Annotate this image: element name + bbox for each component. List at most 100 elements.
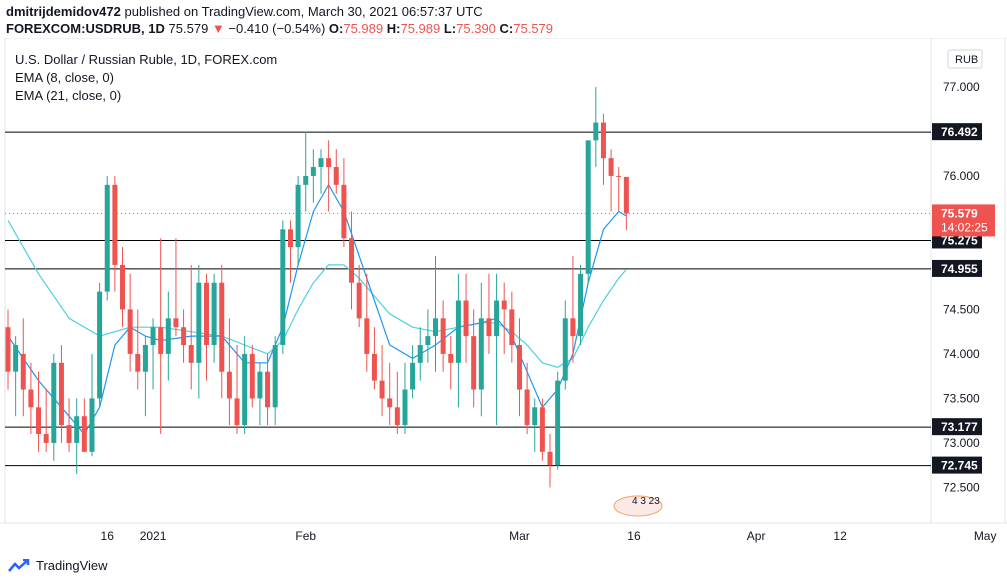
candle (486, 273, 492, 354)
candle (608, 149, 614, 212)
candlestick-chart[interactable]: 72.50073.00073.50074.00074.50075.00075.5… (0, 38, 1007, 553)
candle-body (410, 362, 416, 390)
candle-body (127, 309, 133, 354)
candle (120, 247, 126, 328)
candle-body (310, 167, 316, 176)
high-value: 75.989 (400, 21, 441, 36)
candle-body (158, 327, 164, 354)
candle (58, 345, 64, 443)
candle-body (303, 175, 309, 185)
candle (272, 336, 278, 426)
candle-body (371, 353, 377, 381)
level-tag (932, 418, 982, 436)
level-tag (932, 259, 982, 277)
candle (585, 140, 591, 283)
candle-body (440, 318, 446, 354)
tradingview-logo-icon (8, 558, 30, 572)
candle-body (585, 140, 591, 274)
candle-body (356, 282, 362, 319)
candle (188, 264, 194, 390)
candle-body (89, 398, 95, 452)
candle-body (623, 176, 629, 214)
candle-body (265, 371, 271, 408)
candle (349, 211, 355, 310)
candle (51, 353, 57, 461)
tradingview-brand: TradingView (36, 558, 108, 573)
candle-body (455, 300, 461, 363)
currency-label: RUB (955, 54, 978, 66)
candle (158, 238, 164, 435)
candle-body (448, 353, 454, 363)
candle-body (28, 389, 34, 408)
chart-area[interactable]: 72.50073.00073.50074.00074.50075.00075.5… (0, 38, 1007, 553)
candle-body (219, 282, 225, 372)
x-tick-label: 16 (627, 529, 641, 543)
candle-body (36, 407, 42, 435)
x-tick-label: Feb (295, 529, 316, 543)
legend-ema8[interactable]: EMA (8, close, 0) (15, 70, 114, 85)
candle-body (570, 318, 576, 337)
level-tag-label: 72.745 (941, 459, 978, 473)
candle-body (417, 345, 423, 363)
publish-info: dmitrijdemidov472 published on TradingVi… (6, 4, 483, 19)
candle (13, 336, 19, 417)
candle (364, 273, 370, 372)
candle-body (471, 336, 477, 390)
candle-body (43, 434, 49, 443)
low-label: L: (443, 21, 457, 36)
candle (417, 327, 423, 381)
candle (257, 362, 263, 426)
candle (242, 336, 248, 435)
candle (448, 336, 454, 390)
candle-body (226, 371, 232, 399)
candle (516, 318, 522, 417)
candle (318, 149, 324, 194)
candle-body (234, 398, 240, 426)
candle-body (433, 318, 439, 337)
level-tag-label: 76.492 (941, 125, 978, 139)
candle-body (20, 353, 26, 390)
candle (387, 362, 393, 426)
candle (494, 273, 500, 426)
candle-body (532, 407, 538, 426)
candle (478, 282, 484, 417)
x-tick-label: 16 (101, 529, 115, 543)
candle (43, 389, 49, 452)
y-tick-label: 76.000 (943, 169, 980, 183)
candle (593, 86, 599, 168)
candle-body (379, 380, 385, 399)
candle (509, 291, 515, 363)
candle-body (112, 184, 118, 265)
tradingview-footer[interactable]: TradingView (8, 558, 108, 573)
candle-body (333, 167, 339, 185)
candle-body (203, 282, 209, 346)
x-tick-label: Apr (747, 529, 766, 543)
author-name[interactable]: dmitrijdemidov472 (6, 4, 121, 19)
y-tick-label: 72.500 (943, 480, 980, 494)
candle-body (318, 158, 324, 168)
candle-body (516, 345, 522, 390)
candle (524, 362, 530, 435)
candle (135, 309, 141, 390)
level-tag-label: 75.275 (941, 233, 978, 247)
candle (539, 398, 545, 461)
candle (501, 282, 507, 354)
candle (219, 264, 225, 399)
candle-body (326, 158, 332, 168)
candle-body (402, 389, 408, 426)
candle (280, 220, 286, 354)
candle (81, 398, 87, 452)
candle (616, 167, 622, 212)
candle (341, 158, 347, 248)
candle-body (478, 318, 484, 390)
candle (402, 362, 408, 435)
plot-frame (4, 38, 932, 524)
candle (433, 256, 439, 372)
candle-body (593, 122, 599, 141)
candle (104, 175, 110, 301)
candle-body (364, 318, 370, 354)
y-tick-label: 74.000 (943, 347, 980, 361)
legend-ema21[interactable]: EMA (21, close, 0) (15, 88, 122, 103)
candle (623, 176, 629, 231)
candle-body (211, 282, 217, 346)
